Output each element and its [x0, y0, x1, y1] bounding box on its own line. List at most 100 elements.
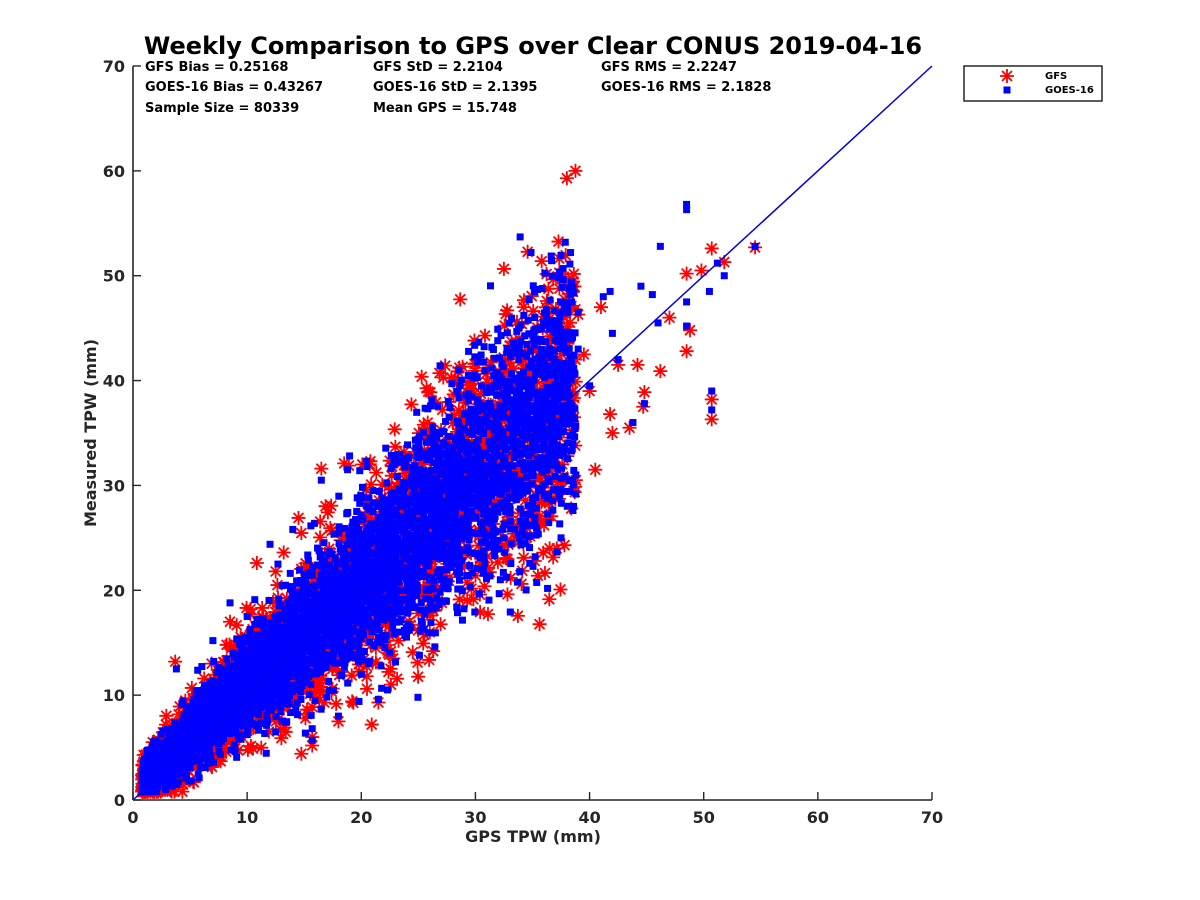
- gfs-point: [415, 457, 430, 472]
- gfs-point: [411, 606, 426, 621]
- goes16-point: [263, 711, 271, 719]
- gfs-point: [243, 602, 258, 617]
- gfs-point: [490, 555, 505, 570]
- goes16-point: [507, 525, 515, 533]
- gfs-point: [460, 375, 475, 390]
- goes16-point: [357, 670, 365, 678]
- goes16-point: [492, 416, 500, 424]
- goes16-point: [564, 455, 572, 463]
- goes16-point: [568, 298, 576, 306]
- gfs-point: [501, 446, 516, 461]
- goes16-point: [541, 374, 549, 382]
- gfs-point: [503, 570, 518, 585]
- gfs-point: [167, 784, 182, 799]
- gfs-point: [239, 600, 254, 615]
- gfs-point: [391, 633, 406, 648]
- gfs-point: [576, 347, 591, 362]
- goes16-point: [512, 496, 520, 504]
- gfs-point: [405, 645, 420, 660]
- gfs-point: [294, 526, 309, 541]
- gfs-point: [205, 740, 220, 755]
- goes16-point: [486, 572, 494, 580]
- goes16-point: [447, 541, 455, 549]
- goes16-point: [251, 596, 259, 604]
- goes16-point: [525, 296, 533, 304]
- gfs-point: [305, 700, 320, 715]
- goes16-point: [358, 483, 366, 491]
- goes16-point: [382, 444, 390, 452]
- goes16-point: [309, 637, 317, 645]
- gfs-point: [521, 452, 536, 467]
- gfs-point: [497, 318, 512, 333]
- gfs-point: [460, 575, 475, 590]
- goes16-point: [540, 461, 548, 469]
- goes16-point: [395, 628, 403, 636]
- goes16-point: [566, 352, 574, 360]
- goes16-point: [433, 460, 441, 468]
- goes16-point: [540, 480, 548, 488]
- goes16-point: [377, 638, 385, 646]
- gfs-point: [611, 357, 626, 372]
- goes16-point: [561, 472, 569, 480]
- goes16-point: [392, 530, 400, 538]
- gfs-point: [500, 303, 515, 318]
- goes16-point: [473, 396, 481, 404]
- gfs-point: [359, 669, 374, 684]
- goes16-point: [542, 312, 550, 320]
- goes16-point: [556, 520, 564, 528]
- gfs-point: [526, 304, 541, 319]
- goes16-point: [375, 527, 383, 535]
- gfs-point: [516, 550, 531, 565]
- goes16-point: [433, 594, 441, 602]
- goes16-point: [417, 617, 425, 625]
- goes16-point: [556, 345, 564, 353]
- gfs-point: [483, 355, 498, 370]
- gfs-point: [557, 538, 572, 553]
- gfs-point: [447, 408, 462, 423]
- goes16-point: [507, 540, 515, 548]
- gfs-point: [537, 518, 552, 533]
- goes16-point: [539, 434, 547, 442]
- goes16-point: [516, 568, 524, 576]
- goes16-point: [493, 368, 501, 376]
- goes16-point: [490, 426, 498, 434]
- goes16-point: [210, 759, 218, 767]
- gfs-point: [375, 477, 390, 492]
- gfs-point: [426, 644, 441, 659]
- gfs-point: [425, 588, 440, 603]
- stat-text: Mean GPS = 15.748: [373, 101, 517, 116]
- goes16-point: [354, 641, 362, 649]
- gfs-point: [333, 533, 348, 548]
- goes16-point: [566, 487, 574, 495]
- goes16-point: [438, 566, 446, 574]
- gfs-point: [605, 426, 620, 440]
- gfs-point: [438, 358, 453, 373]
- gfs-point: [704, 392, 719, 407]
- goes16-point: [438, 542, 446, 550]
- goes16-point: [542, 306, 550, 314]
- gfs-point: [453, 387, 468, 402]
- goes16-point: [420, 467, 428, 475]
- gfs-point: [430, 580, 445, 595]
- goes16-point: [556, 268, 564, 276]
- goes16-point: [315, 596, 323, 604]
- gfs-point: [508, 532, 523, 547]
- gfs-point: [341, 458, 356, 473]
- goes16-point: [433, 467, 441, 475]
- gfs-point: [314, 461, 329, 476]
- gfs-point: [445, 416, 460, 431]
- goes16-point: [560, 336, 568, 344]
- gfs-point: [530, 568, 545, 583]
- gfs-point: [417, 627, 432, 642]
- goes16-point: [282, 679, 290, 687]
- goes16-point: [494, 383, 502, 391]
- goes16-point: [192, 687, 200, 695]
- goes16-point: [397, 492, 405, 500]
- stats-panel: GFS Bias = 0.25168 GFS StD = 2.2104 GFS RM…: [145, 60, 771, 116]
- gfs-point: [323, 521, 338, 536]
- gfs-point: [329, 661, 344, 676]
- goes16-point: [504, 378, 512, 386]
- gfs-point: [416, 636, 431, 651]
- goes16-point: [556, 298, 564, 306]
- goes16-point: [390, 526, 398, 534]
